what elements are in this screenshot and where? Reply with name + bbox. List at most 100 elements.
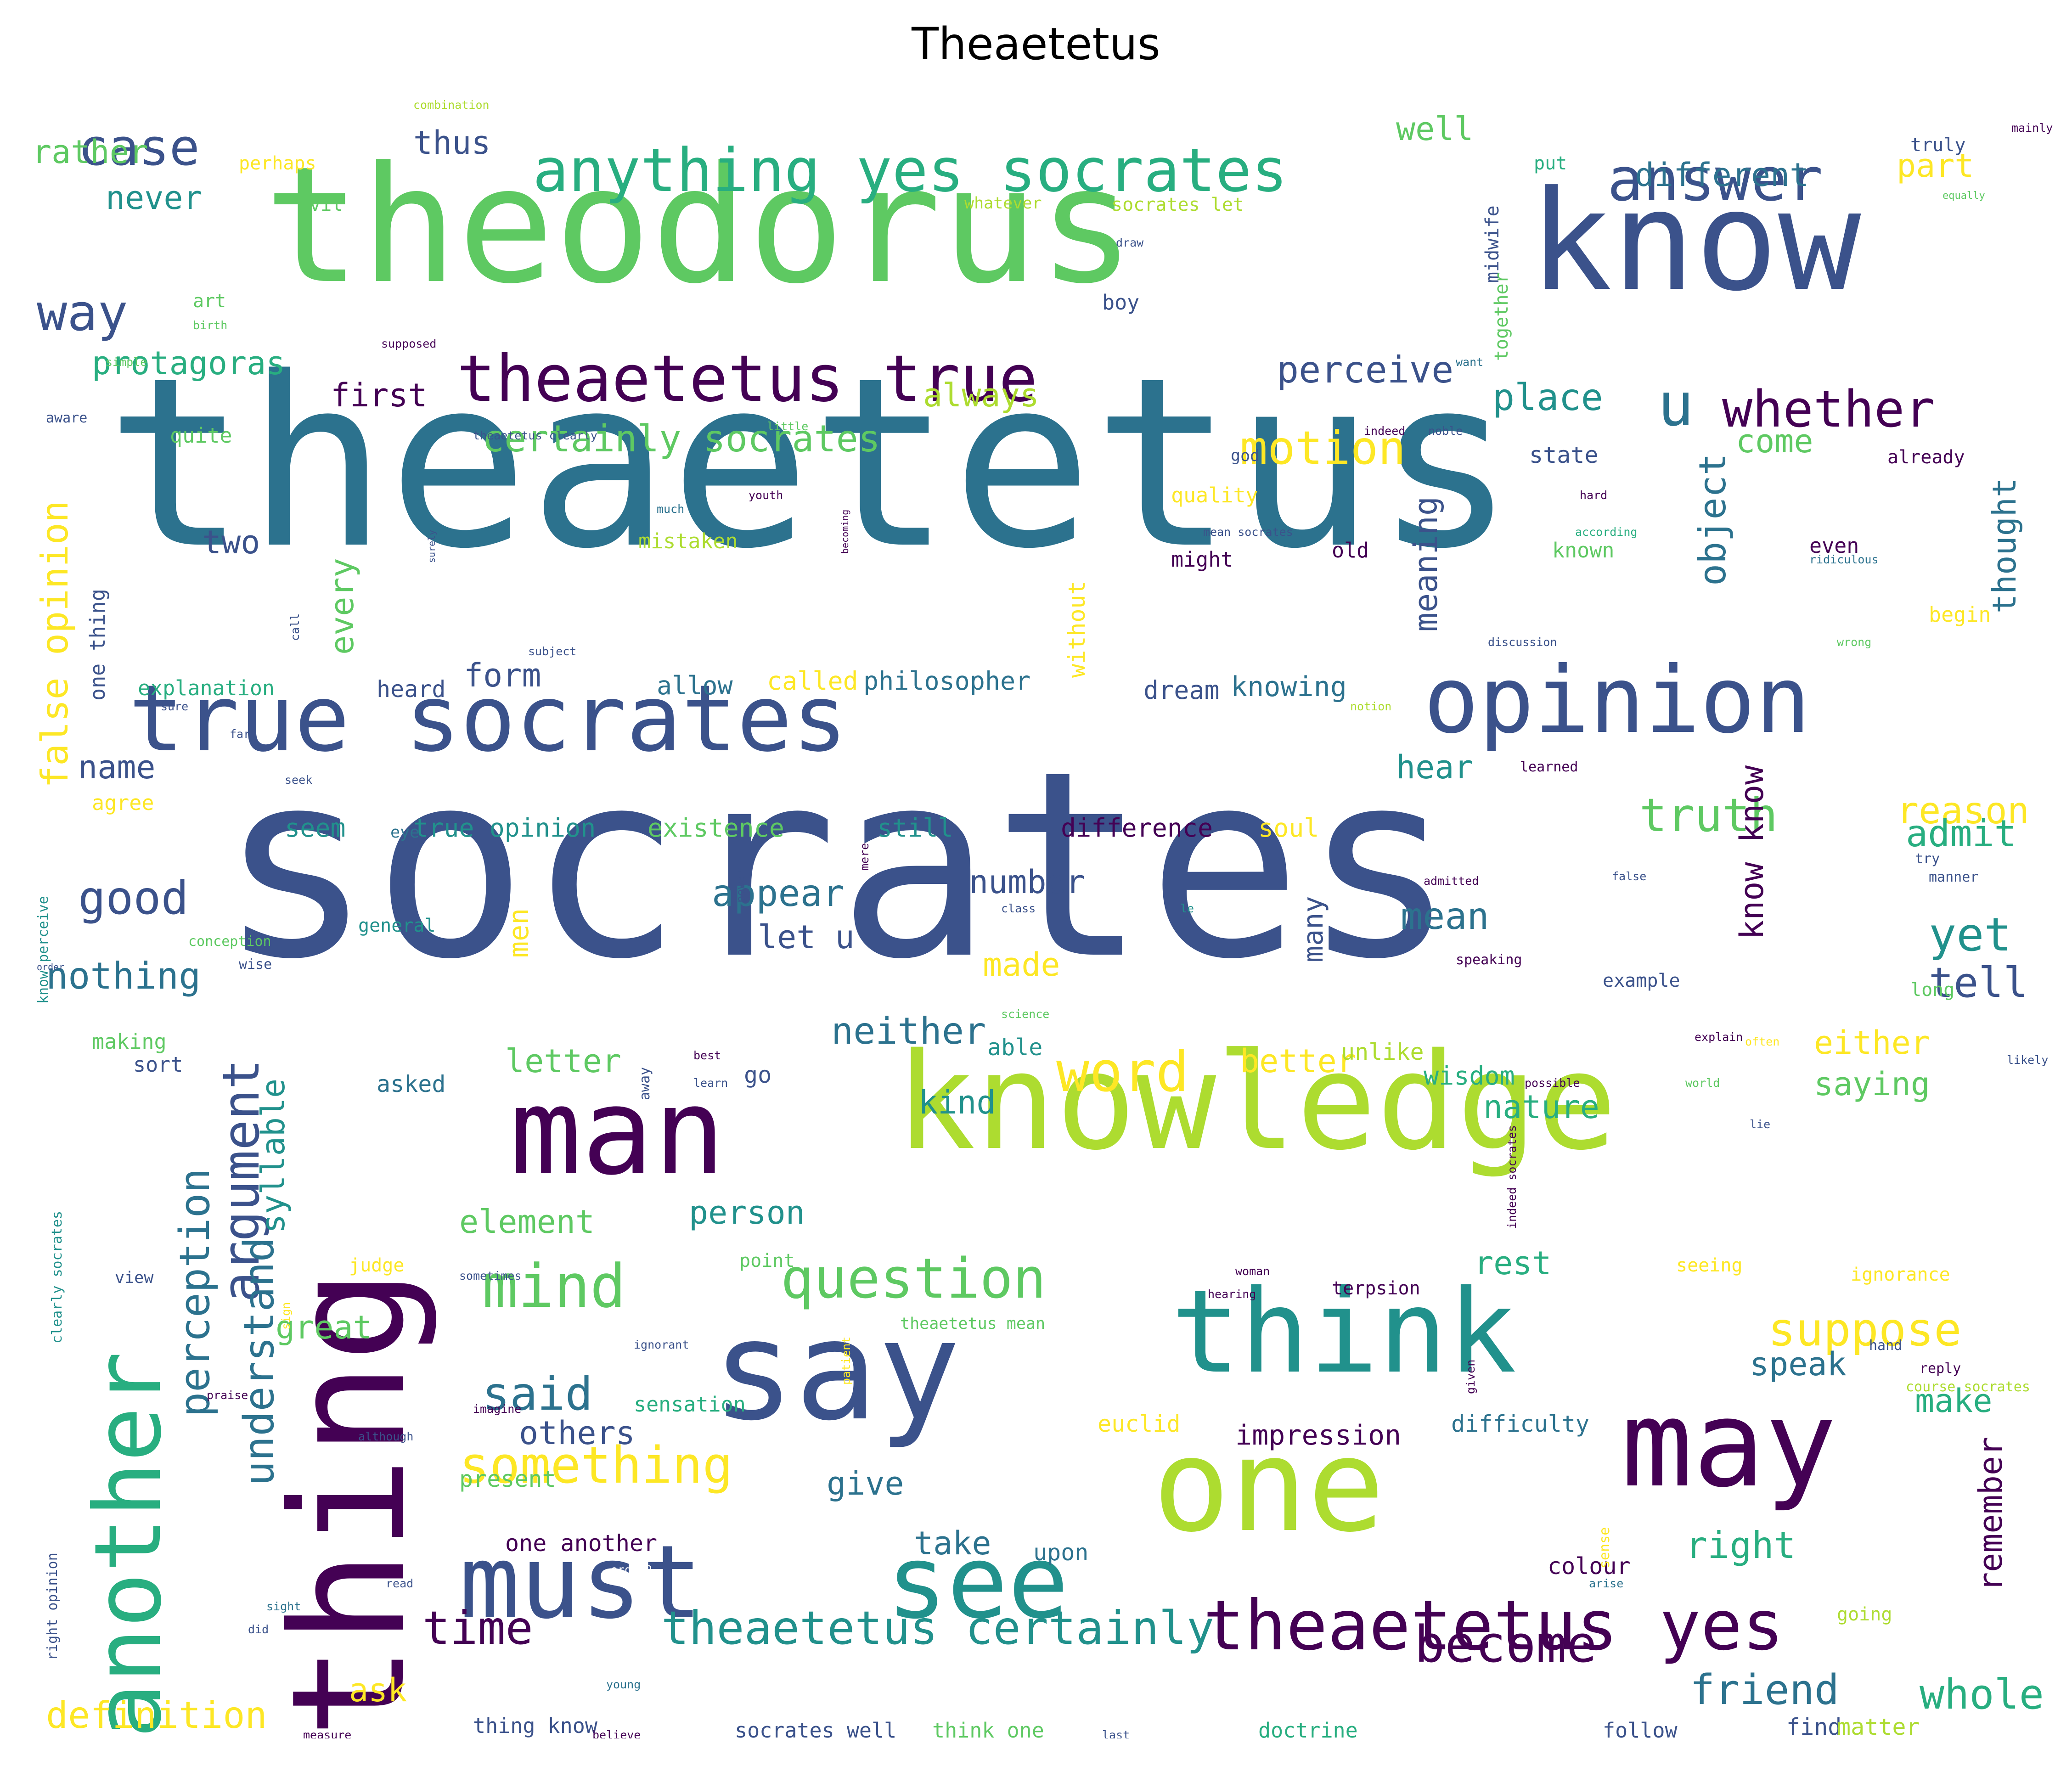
cloud-word: theaetetus yes — [1203, 1586, 1784, 1666]
cloud-word: letter — [505, 1042, 621, 1080]
cloud-word: go — [744, 1062, 772, 1088]
cloud-word: great — [276, 1309, 372, 1346]
cloud-word: form — [464, 657, 541, 694]
cloud-word: kind — [918, 1084, 996, 1121]
cloud-word: much — [657, 502, 685, 516]
cloud-word: lie — [1750, 1118, 1771, 1131]
cloud-word: u — [1658, 370, 1694, 439]
cloud-word: theaetetus certainly — [661, 1601, 1215, 1655]
cloud-word: draw — [1116, 236, 1144, 249]
cloud-word: young — [606, 1678, 641, 1691]
cloud-word: answer — [1607, 145, 1823, 214]
cloud-word: hand — [1869, 1338, 1903, 1354]
cloud-word: sensation — [634, 1392, 746, 1417]
cloud-word: view — [115, 1269, 154, 1287]
cloud-word: seeing — [1676, 1255, 1743, 1276]
cloud-word: last — [1102, 1728, 1130, 1738]
cloud-word: take — [914, 1524, 991, 1562]
cloud-word: explanation — [138, 676, 275, 700]
cloud-word: course socrates — [1906, 1379, 2030, 1395]
cloud-word: true opinion — [413, 813, 596, 843]
cloud-word: aware — [46, 410, 88, 426]
cloud-word: knowledge — [895, 1025, 1617, 1180]
cloud-word: simple — [106, 355, 147, 369]
cloud-word: part — [1897, 147, 1974, 185]
cloud-word: whether — [1722, 380, 1935, 439]
cloud-word: indeed — [1364, 424, 1406, 438]
cloud-word: name — [78, 748, 156, 786]
cloud-word: quite — [170, 423, 232, 448]
cloud-word: impression — [1235, 1419, 1402, 1451]
cloud-word: difference — [1061, 813, 1213, 843]
cloud-word: word — [1056, 1040, 1189, 1104]
cloud-word: appear — [712, 872, 845, 915]
cloud-word: nature — [1483, 1088, 1599, 1126]
cloud-word: whole — [1920, 1670, 2044, 1719]
cloud-word: reply — [1920, 1361, 1961, 1377]
cloud-word: two — [202, 523, 260, 561]
cloud-word: another — [75, 1351, 182, 1738]
cloud-word: better — [1240, 1042, 1356, 1080]
cloud-word: socrates — [218, 716, 1457, 1016]
cloud-word: protagoras — [92, 344, 286, 382]
cloud-word: begin — [1929, 602, 1991, 627]
cloud-word: seek — [285, 773, 313, 787]
cloud-word: far — [230, 727, 251, 741]
cloud-word: many — [1297, 896, 1329, 963]
cloud-word: meaning — [1407, 496, 1445, 632]
cloud-word: every — [323, 558, 361, 655]
cloud-word: certainly socrates — [482, 417, 880, 460]
cloud-word: praise — [207, 1389, 248, 1402]
cloud-word: believe — [592, 1728, 641, 1738]
cloud-word: sure — [161, 700, 189, 713]
cloud-word: subject — [528, 645, 577, 658]
cloud-word: midwife — [1482, 205, 1503, 283]
cloud-word: wise — [239, 956, 272, 973]
cloud-word: difficulty — [1451, 1411, 1590, 1437]
cloud-word: matter — [1837, 1714, 1920, 1738]
cloud-word: see — [886, 1524, 1069, 1641]
cloud-word: follow — [1603, 1718, 1678, 1738]
cloud-word: indeed socrates — [1505, 1125, 1519, 1229]
cloud-word: philosopher — [863, 666, 1031, 696]
cloud-word: example — [1603, 970, 1680, 991]
cloud-word: making — [92, 1029, 167, 1054]
cloud-word: false — [1612, 870, 1647, 883]
cloud-word: mainly — [2011, 121, 2053, 135]
cloud-word: must — [459, 1524, 703, 1641]
cloud-word: equally — [1942, 190, 1985, 202]
cloud-word: learn — [693, 1076, 728, 1090]
cloud-word: birth — [193, 319, 228, 332]
cloud-word: find — [1786, 1714, 1842, 1738]
cloud-word: god — [1231, 447, 1260, 465]
cloud-word: something — [459, 1436, 733, 1495]
cloud-word: away — [637, 1067, 653, 1100]
cloud-word: put — [1534, 153, 1567, 174]
cloud-word: motion — [1240, 421, 1406, 475]
cloud-word: science — [1001, 1007, 1050, 1021]
cloud-word: truth — [1639, 788, 1778, 842]
cloud-word: learned — [1520, 759, 1578, 775]
cloud-word: saying — [1814, 1065, 1930, 1103]
cloud-word: ask — [349, 1671, 407, 1709]
cloud-word: true socrates — [129, 665, 848, 772]
cloud-word: theodorus — [264, 132, 1135, 319]
cloud-word: mean — [1401, 895, 1489, 938]
cloud-word: becoming — [839, 509, 850, 554]
cloud-word: well — [1396, 110, 1474, 148]
cloud-word: hear — [1396, 748, 1474, 786]
cloud-word: dream — [1143, 675, 1220, 705]
cloud-word: yet — [1929, 908, 2012, 962]
cloud-word: supposed — [381, 337, 437, 350]
cloud-word: notion — [1350, 700, 1392, 713]
cloud-word: opinion — [1424, 647, 1811, 754]
cloud-word: definition — [46, 1694, 267, 1737]
cloud-word: agree — [92, 791, 154, 815]
cloud-word: state — [1529, 442, 1599, 468]
cloud-word: know perceive — [35, 896, 51, 1004]
cloud-word: colour — [1548, 1553, 1631, 1580]
word-cloud: socrates theaetetus theodorus know knowl… — [23, 62, 2053, 1738]
cloud-word: theaetetus clearly — [473, 429, 597, 442]
cloud-word: understand — [235, 1237, 283, 1486]
cloud-word: want — [1456, 355, 1484, 369]
